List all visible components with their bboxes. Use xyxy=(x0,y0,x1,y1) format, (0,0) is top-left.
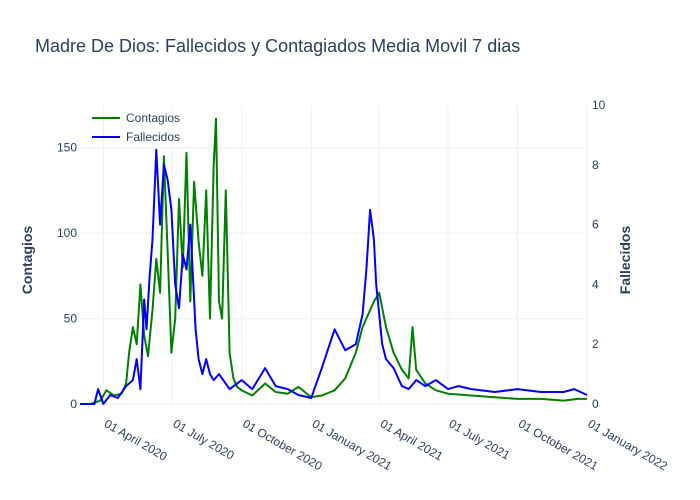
y-tick-label: 100 xyxy=(57,226,77,240)
y2-tick-label: 6 xyxy=(592,218,599,232)
y-axis-title: Contagios xyxy=(19,226,35,295)
x-tick-label: 01 July 2021 xyxy=(446,416,512,462)
x-tick-label: 01 July 2020 xyxy=(171,416,237,462)
x-axis: 01 April 2020 01 July 2020 01 October 2020… xyxy=(102,416,670,473)
y2-tick-label: 8 xyxy=(592,158,599,172)
y-tick-label: 0 xyxy=(70,397,77,411)
legend-label-contagios: Contagios xyxy=(126,111,180,125)
series-line-contagios xyxy=(80,117,587,405)
y-tick-label: 50 xyxy=(64,312,78,326)
y2-tick-label: 4 xyxy=(592,277,599,291)
legend[interactable]: Contagios Fallecidos xyxy=(92,111,180,144)
chart-title: Madre De Dios: Fallecidos y Contagiados … xyxy=(35,36,520,56)
y2-tick-label: 0 xyxy=(592,397,599,411)
y-axis-right: 0 2 4 6 8 10 xyxy=(592,98,606,411)
plot-area xyxy=(80,117,588,405)
y-axis-left: 0 50 100 150 xyxy=(57,141,77,411)
series-line-fallecidos xyxy=(80,148,588,405)
legend-label-fallecidos: Fallecidos xyxy=(126,130,180,144)
y-tick-label: 150 xyxy=(57,141,77,155)
x-tick-label: 01 April 2020 xyxy=(102,416,170,463)
y2-axis-title: Fallecidos xyxy=(617,226,633,295)
y2-tick-label: 2 xyxy=(592,337,599,351)
y2-tick-label: 10 xyxy=(592,98,606,112)
grid xyxy=(80,105,588,405)
